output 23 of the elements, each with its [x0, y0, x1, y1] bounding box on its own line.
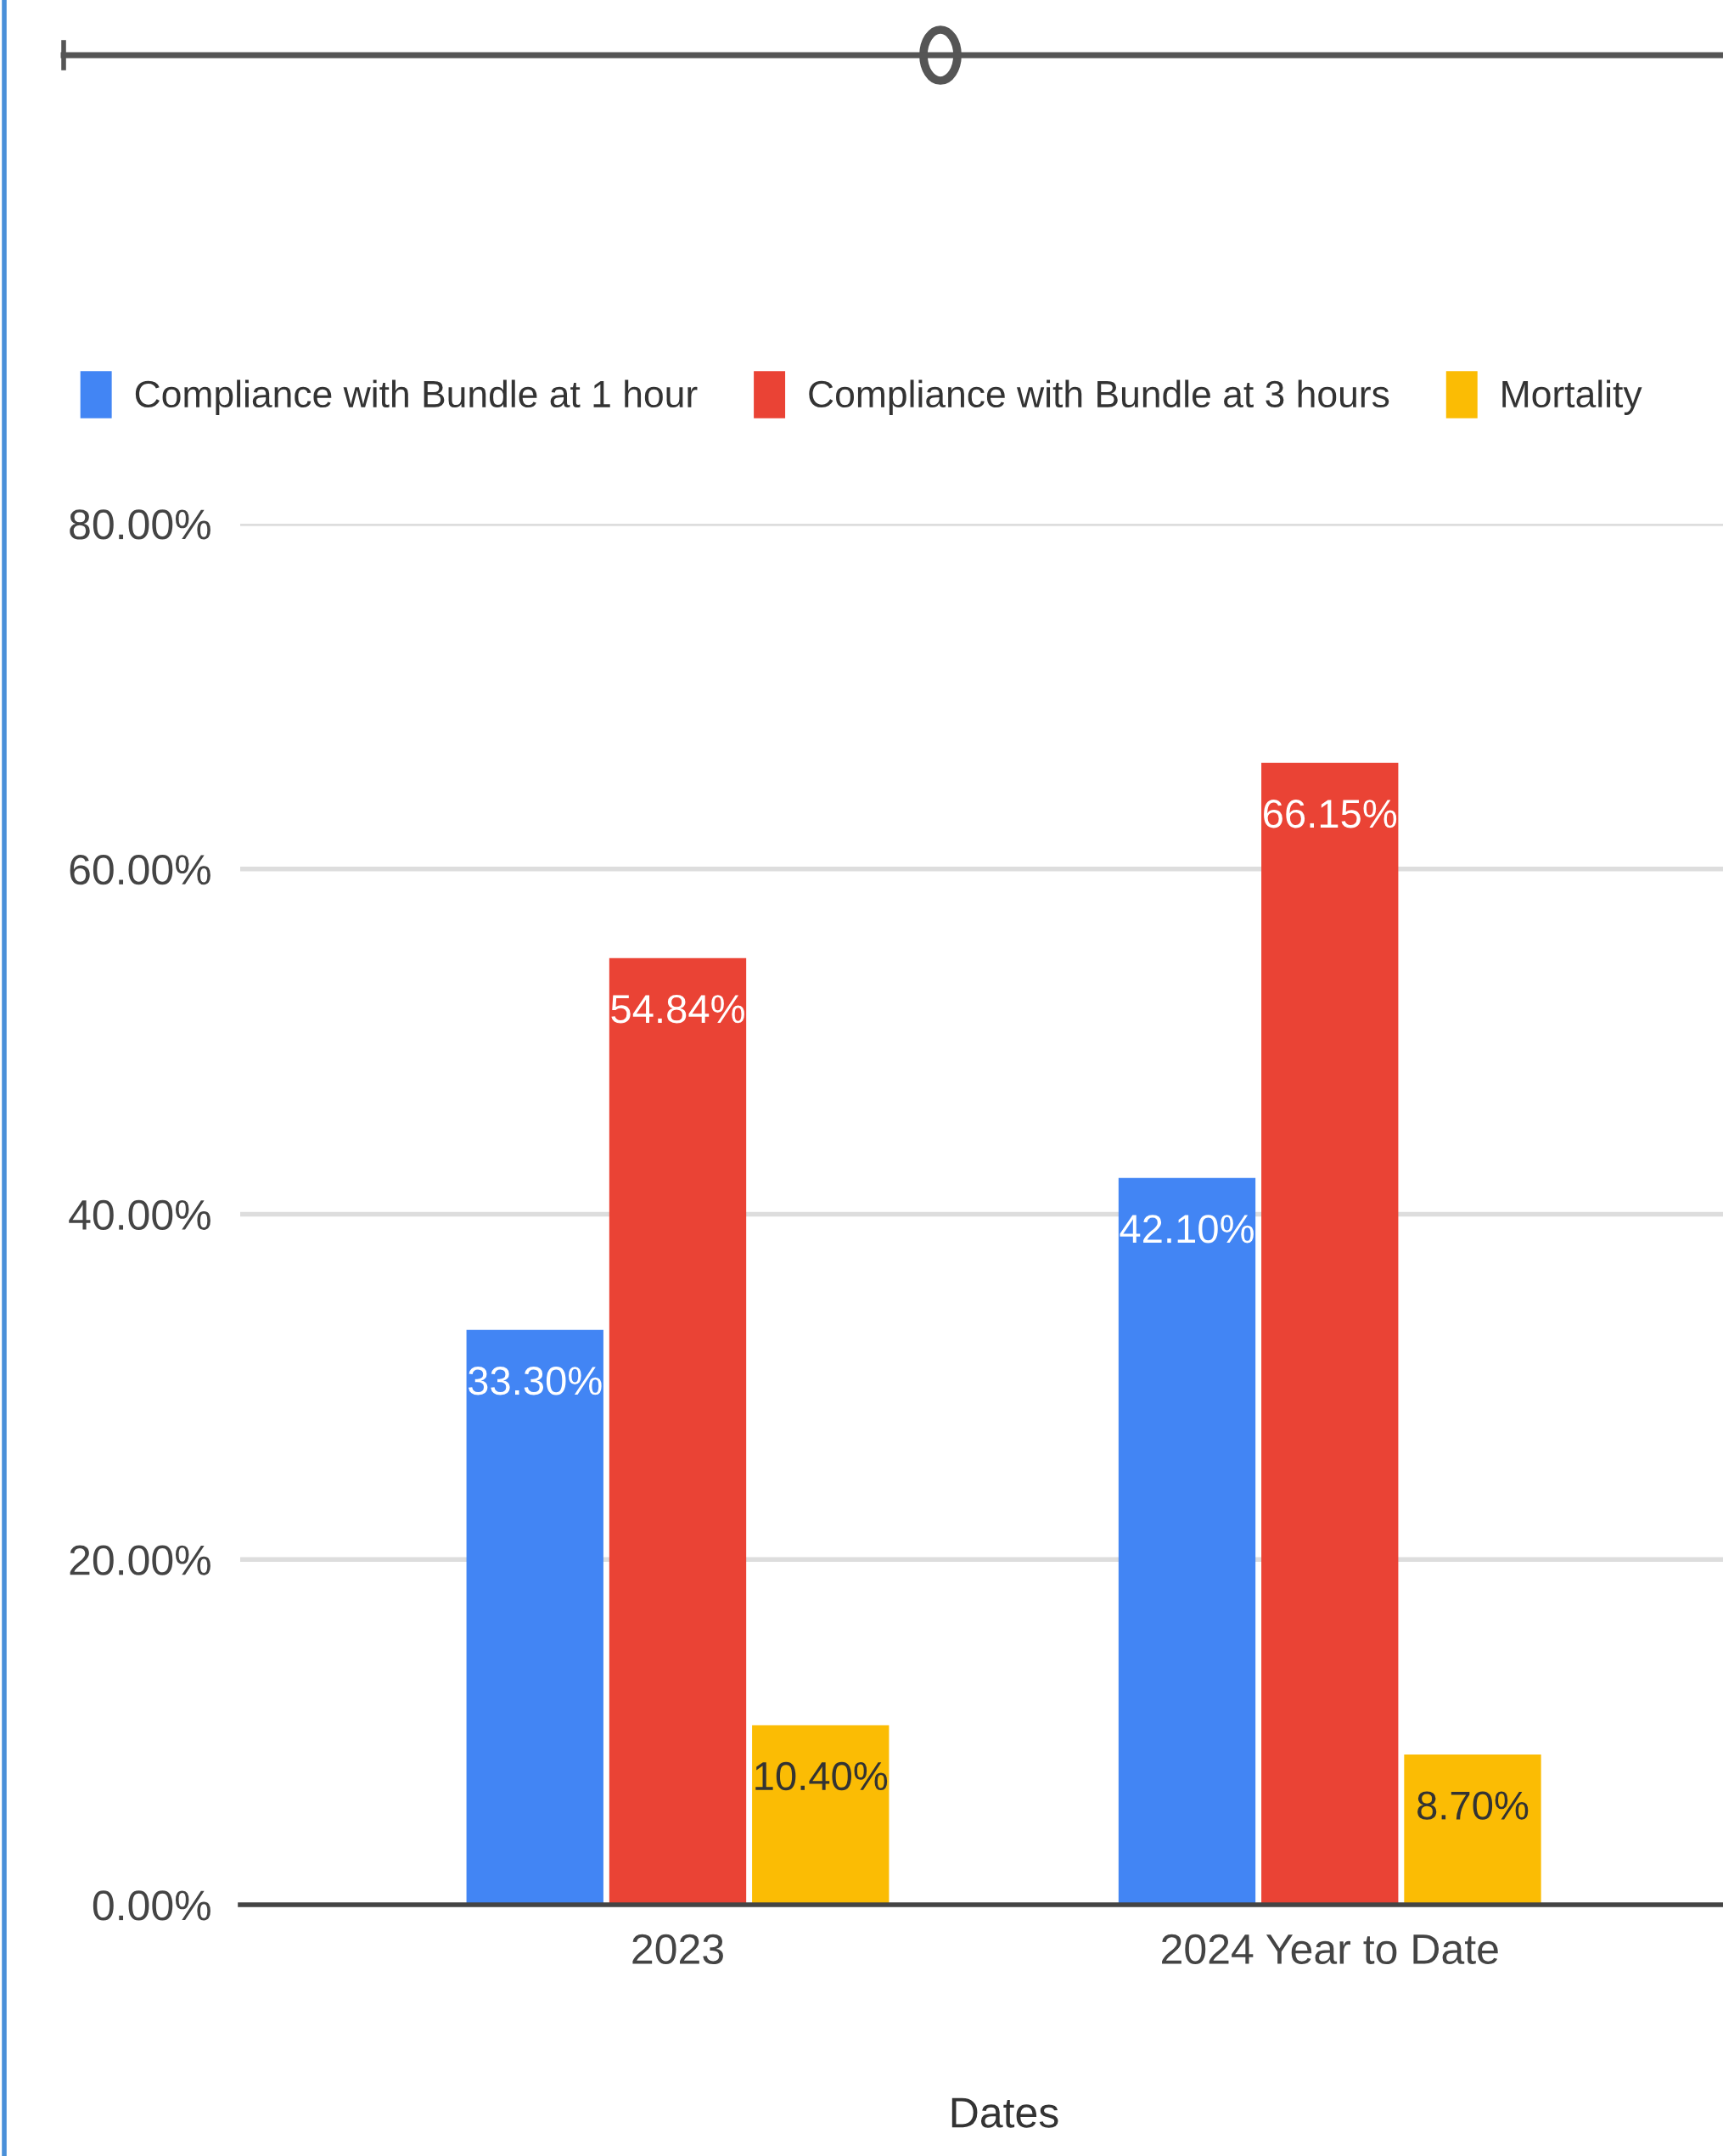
y-tick-label: 80.00%	[70, 509, 210, 540]
data-label: 54.84%	[611, 995, 744, 1024]
y-tick-label: 0.00%	[93, 1890, 210, 1921]
bar	[1261, 762, 1399, 1905]
bar	[609, 957, 747, 1905]
data-label: 8.70%	[1417, 1791, 1529, 1820]
bar	[752, 1725, 890, 1905]
data-label: 10.40%	[755, 1761, 888, 1791]
x-tick-label: 2024 Year to Date	[1162, 1934, 1498, 1965]
bar	[1404, 1755, 1541, 1905]
data-label: 66.15%	[1264, 800, 1397, 828]
bar	[466, 1329, 603, 1905]
bar	[1118, 1177, 1256, 1905]
legend-label: Compliance with Bundle at 1 hour	[135, 379, 698, 415]
legend-label: Compliance with Bundle at 3 hours	[809, 379, 1389, 415]
legend-label: Mortality	[1502, 379, 1642, 415]
x-axis-title: Dates	[951, 2097, 1058, 2128]
y-tick-label: 20.00%	[70, 1545, 210, 1575]
data-label: 33.30%	[468, 1367, 602, 1395]
y-tick-label: 40.00%	[69, 1199, 210, 1231]
y-tick-label: 60.00%	[70, 854, 210, 885]
data-label: 42.10%	[1120, 1215, 1254, 1244]
x-tick-label: 2023	[632, 1934, 723, 1965]
